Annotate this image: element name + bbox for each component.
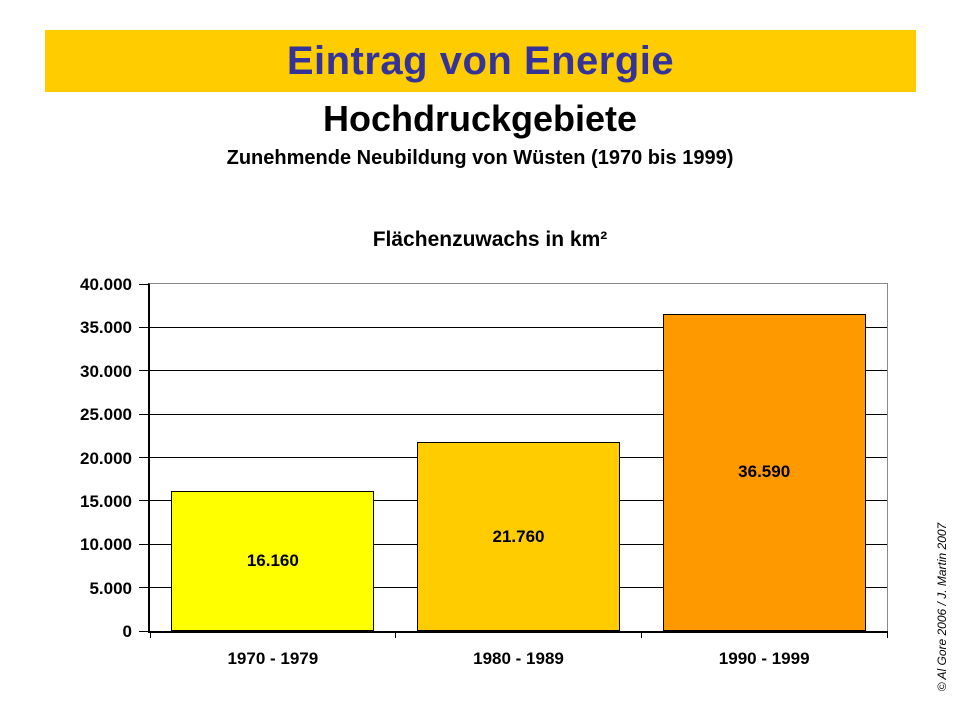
heading: Hochdruckgebiete [322, 98, 638, 139]
y-axis-tick [139, 413, 148, 415]
title-banner: Eintrag von Energie [45, 30, 916, 92]
copyright-credit: © Al Gore 2006 / J. Martin 2007 [935, 522, 949, 692]
x-axis-tick [640, 631, 642, 638]
bar-value-label: 16.160 [246, 550, 299, 570]
y-axis-tick-label: 15.000 [80, 491, 132, 511]
y-axis-tick-label: 35.000 [80, 318, 132, 338]
y-axis-tick-label: 5.000 [89, 578, 132, 598]
gridline [150, 326, 887, 328]
y-axis-tick [139, 370, 148, 372]
x-axis-category-label: 1990 - 1999 [718, 649, 810, 668]
gridline [150, 370, 887, 372]
plot-area: 0 5.000 10.000 15.000 20.000 25.000 30.000 35.0… [80, 276, 888, 668]
y-axis-tick [139, 587, 148, 589]
bar-value-label: 36.590 [738, 462, 791, 482]
y-axis-tick [139, 630, 148, 632]
y-axis-tick [139, 457, 148, 458]
x-axis-category-label: 1980 - 1989 [473, 649, 564, 668]
y-axis-tick [139, 283, 148, 285]
y-axis-tick-label: 0 [122, 622, 132, 641]
gridline [150, 413, 887, 415]
y-axis-tick-label: 40.000 [80, 275, 132, 294]
x-axis-tick [149, 631, 151, 638]
y-axis-tick [139, 326, 148, 328]
bar [171, 490, 375, 631]
y-axis-tick-label: 25.000 [80, 405, 132, 425]
bar [662, 313, 866, 631]
chart-title: Flächenzuwachs in km² [372, 228, 608, 251]
x-axis-tick [886, 631, 888, 638]
x-axis-category-label: 1970 - 1979 [227, 649, 319, 668]
y-axis-tick [139, 500, 148, 502]
y-axis-tick-label: 20.000 [80, 448, 132, 468]
subtitle: Zunehmende Neubildung von Wüsten (1970 b… [226, 147, 734, 169]
y-axis-tick-label: 30.000 [80, 361, 132, 381]
bar [417, 442, 620, 631]
slide-title: Eintrag von Energie [286, 38, 675, 83]
bar-value-label: 21.760 [492, 526, 545, 546]
y-axis-tick-label: 10.000 [80, 535, 132, 555]
x-axis-tick [395, 631, 397, 638]
y-axis-tick [139, 543, 148, 545]
